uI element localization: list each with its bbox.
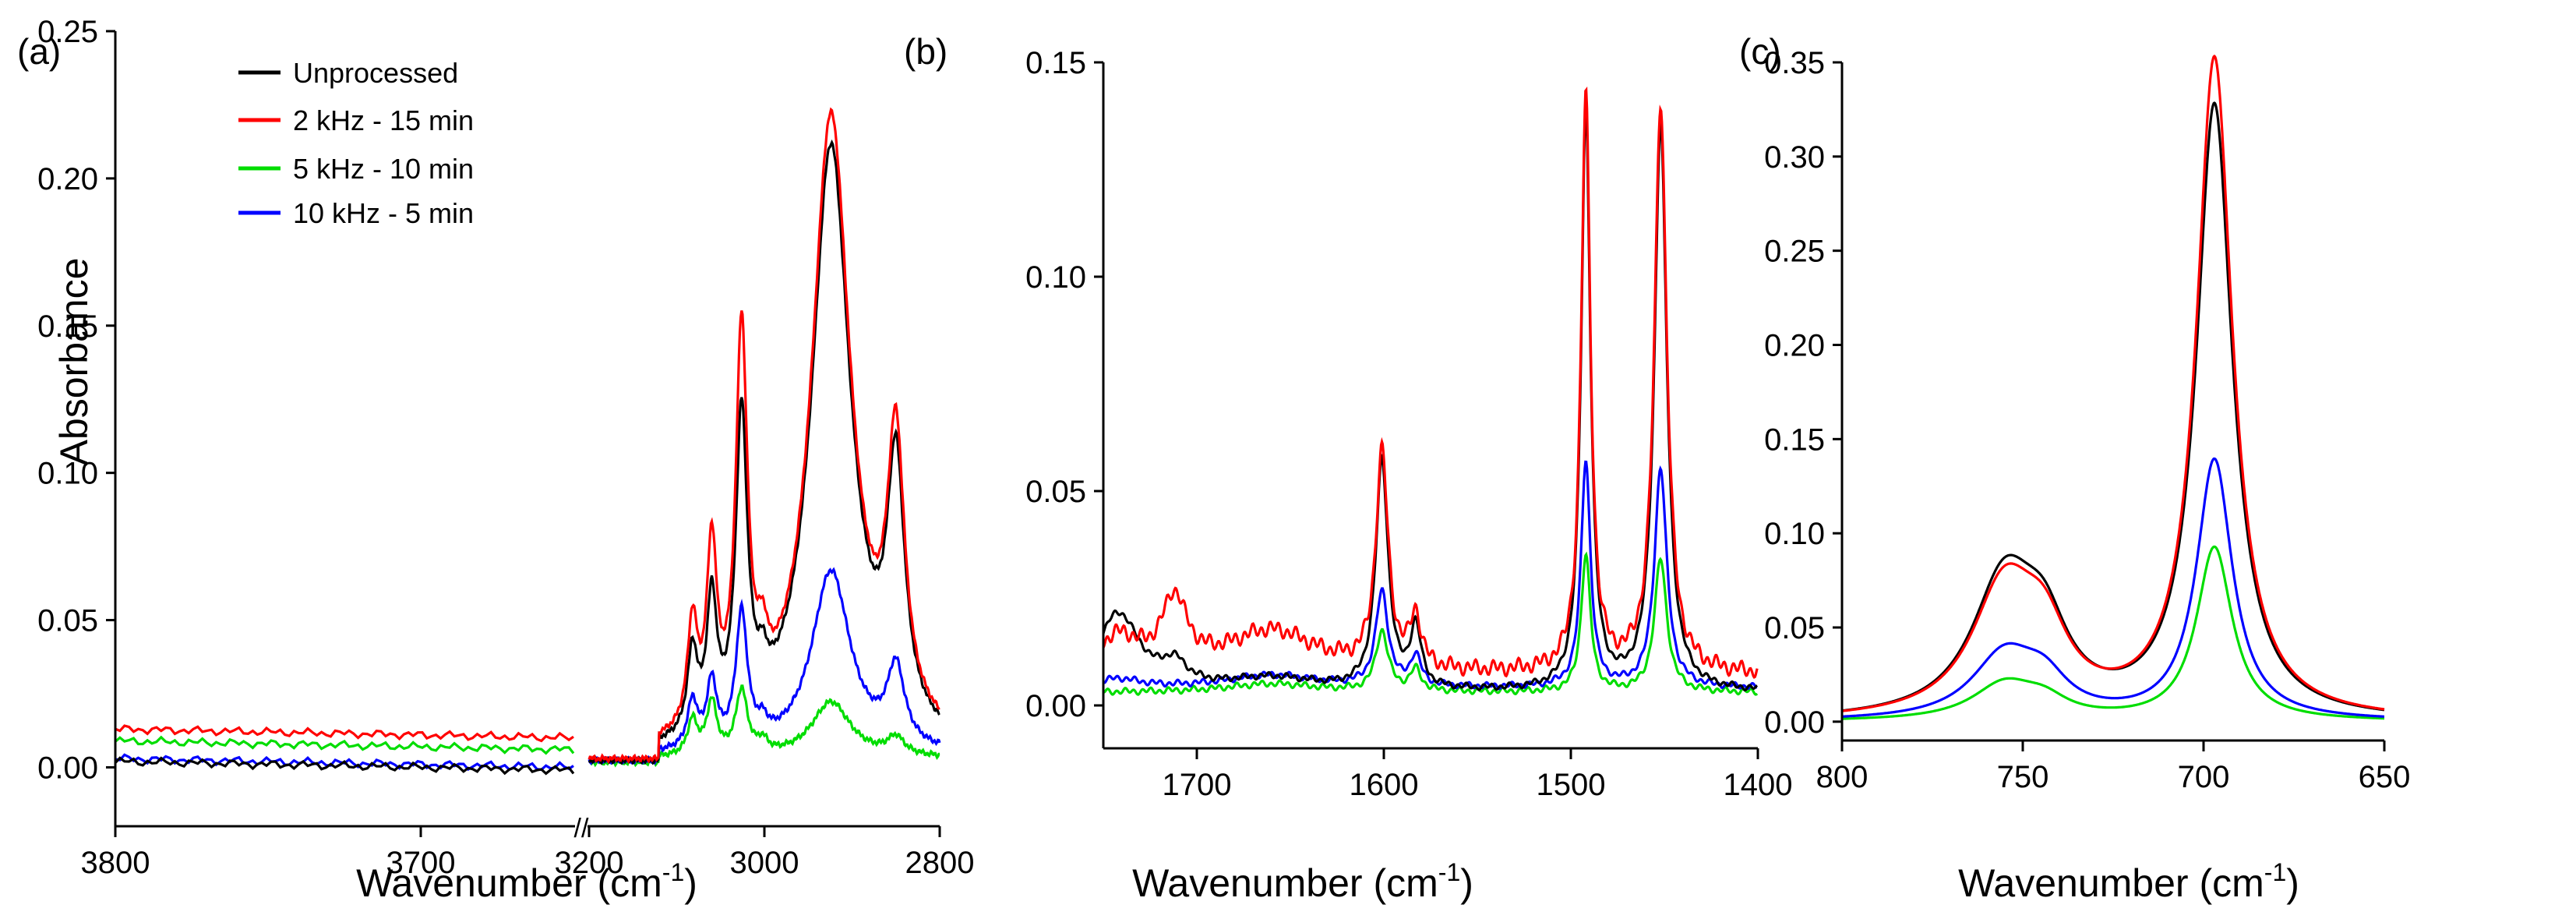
panel-b-xtick-label: 1500 [1537, 768, 1606, 802]
legend-label-10khz: 10 kHz - 5 min [293, 197, 474, 229]
panel-b-xlabel: Wavenumber (cm-1) [1132, 858, 1473, 905]
panel-c-ytick-label: 0.20 [1764, 329, 1825, 363]
panel-c-xtick-label: 700 [2178, 760, 2230, 794]
legend: Unprocessed 2 kHz - 15 min 5 kHz - 10 mi… [238, 57, 474, 229]
panel-c-xlabel: Wavenumber (cm-1) [1958, 858, 2299, 905]
panel-b: (b) 0.00 0.05 0.10 0.15 1700 1600 1500 1400 Wav… [904, 31, 1792, 905]
panel-a-xtick-label: 3800 [81, 846, 150, 880]
legend-label-5khz: 5 kHz - 10 min [293, 153, 474, 185]
series-b-unprocessed [1102, 104, 1759, 692]
panel-c-xtick-label: 800 [1816, 760, 1868, 794]
series-a-left-2-khz-15-min [115, 724, 574, 743]
series-a-left-5-khz-10-min [114, 735, 575, 755]
axis-break-mark: // [574, 814, 589, 843]
panel-b-series [1102, 86, 1759, 696]
panel-c-series [1841, 55, 2385, 720]
series-a-right-unprocessed [588, 139, 940, 765]
series-c-unprocessed [1841, 101, 2385, 712]
panel-a-xlabel: Wavenumber (cm-1) [356, 858, 697, 905]
series-b-5-khz-10-min [1103, 551, 1759, 696]
panel-c-ytick-label: 0.30 [1764, 140, 1825, 175]
panel-b-xtick-label: 1400 [1724, 768, 1793, 802]
panel-b-xtick-label: 1600 [1350, 768, 1419, 802]
panel-a-xtick-label: 2800 [905, 846, 975, 880]
series-c-5-khz-10-min [1842, 545, 2384, 720]
panel-b-label: (b) [904, 31, 947, 72]
panel-b-ytick-label: 0.15 [1025, 46, 1086, 80]
panel-a-ytick-label: 0.05 [37, 604, 98, 638]
panel-c-ytick-label: 0.00 [1764, 705, 1825, 740]
panel-a-ytick-label: 0.00 [37, 751, 98, 785]
legend-label-unprocessed: Unprocessed [293, 57, 458, 89]
panel-a-ytick-label: 0.25 [37, 15, 98, 49]
panel-c-label: (c) [1739, 31, 1781, 72]
series-a-left-unprocessed [114, 756, 575, 776]
series-a-right-2-khz-15-min [588, 107, 940, 765]
panel-c-ytick-label: 0.15 [1764, 422, 1825, 457]
panel-a-axes: // 0.00 0.05 0.10 0.15 0.20 0.25 3800 3700 3200 30… [37, 15, 974, 880]
series-b-2-khz-15-min [1102, 86, 1759, 680]
panel-a-xtick-label: 3000 [730, 846, 799, 880]
panel-b-ytick-label: 0.05 [1025, 475, 1086, 509]
series-a-right-5-khz-10-min [588, 684, 940, 768]
panel-c-ytick-label: 0.10 [1764, 517, 1825, 551]
panel-a-ylabel: Absorbance [52, 258, 96, 466]
panel-b-axes: 0.00 0.05 0.10 0.15 1700 1600 1500 1400 [1025, 46, 1792, 802]
series-c-2-khz-15-min [1841, 55, 2385, 712]
panel-c: (c) 0.00 0.05 0.10 0.15 0.20 0.25 0.30 0.35 800 7… [1739, 31, 2410, 905]
series-c-10-khz-5-min [1842, 457, 2384, 718]
panel-c-xtick-label: 650 [2359, 760, 2411, 794]
panel-c-ytick-label: 0.05 [1764, 611, 1825, 645]
panel-c-xtick-label: 750 [1997, 760, 2049, 794]
panel-c-ytick-label: 0.35 [1764, 46, 1825, 80]
panel-b-xtick-label: 1700 [1163, 768, 1232, 802]
panel-c-ytick-label: 0.25 [1764, 235, 1825, 269]
panel-a-ytick-label: 0.10 [37, 457, 98, 491]
panel-a-series [114, 107, 941, 776]
panel-b-ytick-label: 0.00 [1025, 689, 1086, 723]
panel-a-xtick-label: 3700 [386, 846, 456, 880]
legend-label-2khz: 2 kHz - 15 min [293, 104, 474, 136]
panel-a: (a) // 0.00 0.05 0.10 0.15 0.20 0.25 3800 3700 32… [17, 15, 974, 905]
panel-c-axes: 0.00 0.05 0.10 0.15 0.20 0.25 0.30 0.35 800 750 70… [1764, 46, 2410, 794]
panel-a-label: (a) [17, 31, 61, 72]
panel-a-ytick-label: 0.20 [37, 162, 98, 196]
panel-a-ytick-label: 0.15 [37, 309, 98, 344]
panel-b-ytick-label: 0.10 [1025, 260, 1086, 295]
panel-a-xtick-label: 3200 [555, 846, 624, 880]
